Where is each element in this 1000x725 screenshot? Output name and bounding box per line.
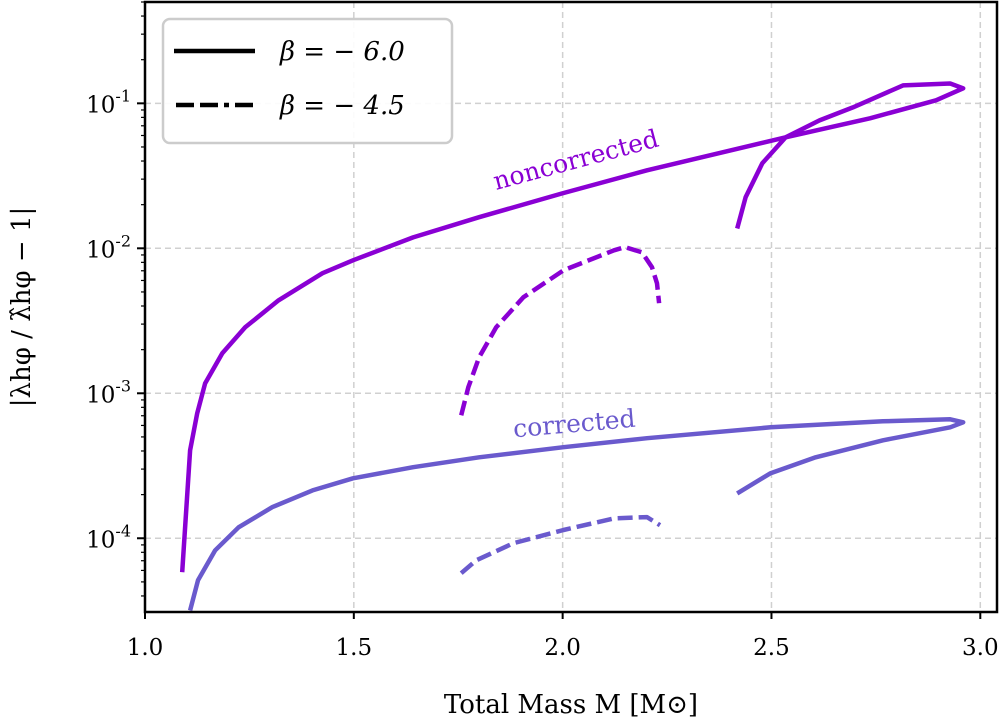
legend-label-beta-4.5: β = − 4.5 — [279, 91, 405, 121]
x-tick-label: 1.0 — [127, 635, 164, 661]
x-tick-labels: 1.0 1.5 2.0 2.5 3.0 — [127, 635, 999, 661]
series-noncorrected-beta-6 — [179, 81, 966, 573]
y-tick-label: 10-3 — [86, 376, 131, 408]
x-tick-label: 2.5 — [753, 635, 790, 661]
plot-frame — [143, 0, 999, 614]
annotation-corrected: corrected — [512, 404, 637, 444]
series-noncorrected-beta-4.5 — [459, 244, 662, 416]
grid — [144, 2, 997, 612]
x-tick-label: 3.0 — [962, 635, 999, 661]
curves — [179, 81, 966, 611]
y-tick-label: 10-1 — [86, 86, 131, 118]
series-corrected-beta-4.5 — [459, 514, 662, 575]
x-tick-label: 2.0 — [544, 635, 581, 661]
annotation-noncorrected: noncorrected — [490, 124, 662, 196]
x-axis-label: Total Mass M [M⊙] — [444, 690, 698, 720]
legend-label-beta-6: β = − 6.0 — [279, 37, 405, 67]
y-tick-label: 10-4 — [86, 521, 131, 553]
y-tick-labels: 10-1 10-2 10-3 10-4 — [86, 86, 131, 553]
x-tick-label: 1.5 — [336, 635, 373, 661]
y-axis-label: |λhφ / λ̂hφ − 1| — [7, 207, 37, 408]
series-corrected-beta-6 — [187, 417, 966, 611]
y-tick-label: 10-2 — [86, 231, 131, 263]
ticks — [137, 1, 982, 619]
legend: β = − 6.0 β = − 4.5 — [161, 17, 454, 145]
